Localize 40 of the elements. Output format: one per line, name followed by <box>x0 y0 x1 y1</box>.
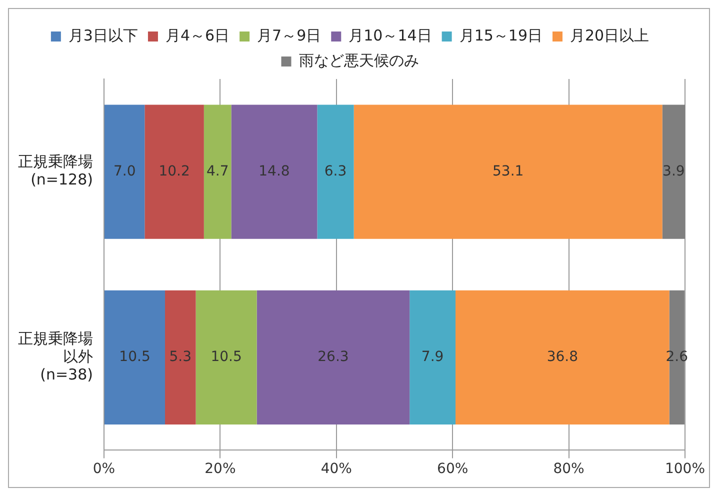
y-tick-label: 正規乗降場 (n=128) <box>18 152 93 189</box>
x-tick-label: 100% <box>664 461 706 478</box>
legend-label: 月7～9日 <box>257 26 322 44</box>
data-label: 4.7 <box>206 163 229 180</box>
data-label: 5.3 <box>169 349 192 366</box>
data-label: 10.5 <box>119 349 150 366</box>
bar <box>354 104 662 239</box>
legend-label: 月20日以上 <box>570 26 650 44</box>
y-tick-label: 正規乗降場以外 (n=38) <box>18 329 93 384</box>
bar <box>662 104 685 239</box>
x-tick-label: 40% <box>320 461 352 478</box>
data-label: 26.3 <box>318 349 349 366</box>
x-tick-label: 60% <box>437 461 468 478</box>
data-label: 10.2 <box>158 163 190 180</box>
bar <box>256 290 410 424</box>
data-label: 3.9 <box>662 163 685 180</box>
data-label: 7.0 <box>113 163 136 180</box>
bar <box>104 290 166 424</box>
x-tick-label: 80% <box>553 461 584 478</box>
data-label: 7.9 <box>421 349 444 366</box>
x-tick-label: 0% <box>92 461 116 478</box>
bar <box>104 104 145 239</box>
bar <box>165 290 196 424</box>
bar <box>231 104 318 239</box>
bar <box>204 104 232 239</box>
legend-label: 月3日以下 <box>68 26 138 44</box>
data-label: 10.5 <box>210 349 242 366</box>
bar <box>410 290 456 424</box>
legend-label: 月15～19日 <box>459 26 543 44</box>
data-label: 53.1 <box>492 163 524 180</box>
x-tick-label: 20% <box>204 461 236 478</box>
data-label: 14.8 <box>258 163 290 180</box>
data-label: 6.3 <box>324 163 347 180</box>
data-label: 36.8 <box>546 349 578 366</box>
bar <box>317 104 354 239</box>
legend-label: 雨など悪天候のみ <box>298 51 419 70</box>
bar <box>196 290 257 424</box>
legend-label: 月10～14日 <box>348 26 432 44</box>
bar <box>144 104 204 239</box>
legend-label: 月4～6日 <box>165 26 230 44</box>
